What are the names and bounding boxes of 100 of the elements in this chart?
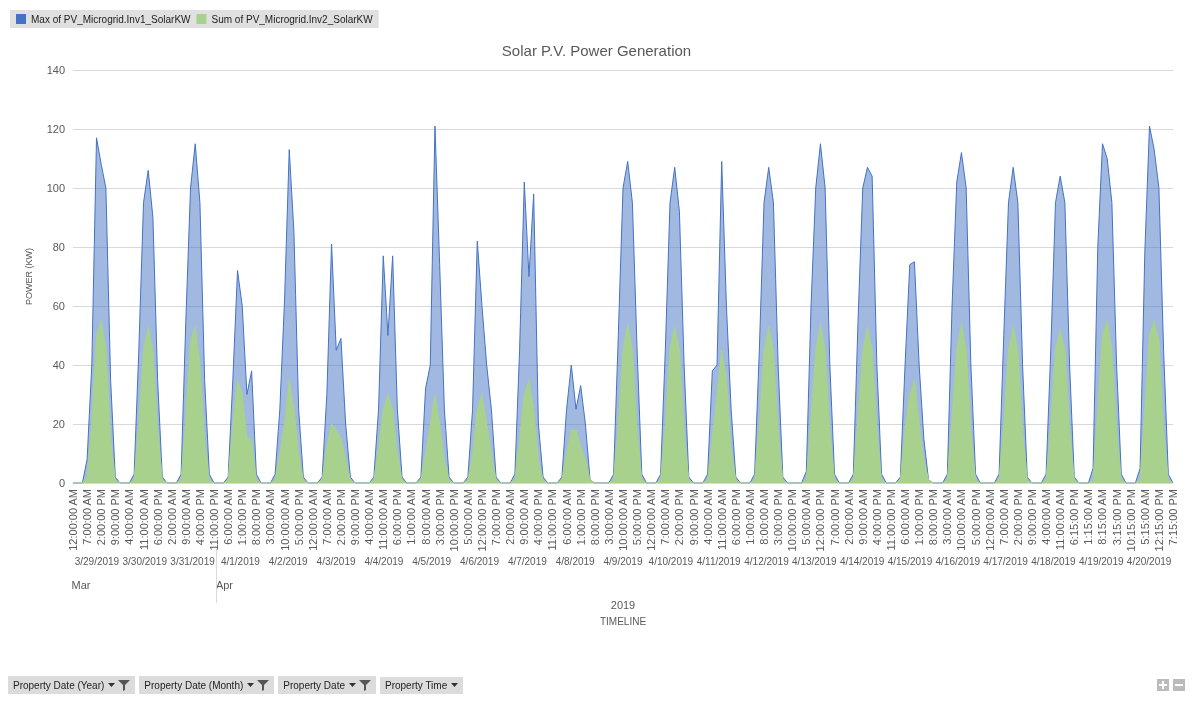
y-tick-label: 0 <box>58 477 65 489</box>
x-tick-label: 8:00:00 PM <box>250 489 263 546</box>
text: Property Date <box>283 679 345 691</box>
text: 4/14/2019 <box>839 555 885 567</box>
x-tick-label: 5:00:00 AM <box>800 489 813 545</box>
x-tick-label: 12:00:00 PM <box>475 489 488 552</box>
y-tick-label: 60 <box>52 300 65 312</box>
text: Mar <box>71 579 91 591</box>
y-tick-label: 20 <box>52 418 65 430</box>
x-tick-label: 10:00:00 AM <box>278 489 291 551</box>
text: 4/5/2019 <box>412 555 452 567</box>
text: 4/1/2019 <box>220 555 261 567</box>
x-tick-label: 8:00:00 AM <box>758 489 771 545</box>
text: 4/17/2019 <box>983 555 1029 567</box>
x-tick-label: 7:00:00 AM <box>320 489 333 545</box>
x-tick-label: 1:00:00 PM <box>236 489 249 546</box>
x-tick-label: 3:00:00 AM <box>602 489 615 545</box>
text: 3/30/2019 <box>122 555 168 567</box>
x-tick-label: 3:00:00 PM <box>433 489 446 546</box>
x-tick-label: 12:00:00 AM <box>67 489 79 551</box>
text: Apr <box>215 579 234 591</box>
text: 4/18/2019 <box>1031 555 1077 567</box>
text: 4/4/2019 <box>364 555 404 567</box>
x-tick-label: 6:00:00 PM <box>729 489 742 546</box>
y-tick-label: 40 <box>52 359 65 371</box>
x-tick-label: 11:00:00 AM <box>377 489 390 550</box>
x-tick-label: 9:00:00 AM <box>179 489 192 545</box>
text: Property Time <box>384 679 448 691</box>
x-tick-label: 10:15:00 PM <box>1124 489 1137 552</box>
legend-label: Max of PV_Microgrid.Inv1_SolarKW <box>31 13 192 25</box>
x-tick-label: 4:00:00 PM <box>193 489 206 546</box>
x-tick-label: 2:00:00 AM <box>842 489 855 545</box>
x-tick-label: 12:00:00 AM <box>306 489 319 551</box>
text: 3/31/2019 <box>170 555 216 567</box>
x-tick-label: 12:00:00 PM <box>814 489 827 552</box>
x-tick-label: 6:00:00 PM <box>391 489 404 546</box>
y-tick-label: 80 <box>52 241 65 253</box>
text: 4/15/2019 <box>887 555 933 567</box>
text: 2019 <box>610 599 636 611</box>
x-tick-label: 10:00:00 AM <box>955 489 968 551</box>
x-tick-label: 3:00:00 AM <box>941 489 954 545</box>
x-tick-label: 5:00:00 PM <box>969 489 982 546</box>
x-tick-label: 2:00:00 PM <box>1011 489 1024 546</box>
x-tick-label: 7:15:00 PM <box>1167 489 1179 546</box>
x-tick-label: 7:00:00 PM <box>490 489 503 546</box>
text: 4/2/2019 <box>268 555 309 567</box>
text: 4/20/2019 <box>1126 555 1172 567</box>
x-tick-label: 12:15:00 PM <box>1152 489 1165 552</box>
text: Property Date (Year) <box>13 679 105 691</box>
x-tick-label: 6:00:00 AM <box>899 489 912 545</box>
x-tick-label: 8:15:00 AM <box>1096 489 1109 545</box>
x-tick-label: 9:00:00 PM <box>1025 489 1038 546</box>
text: 4/10/2019 <box>648 555 694 567</box>
x-tick-label: 7:00:00 AM <box>659 489 672 545</box>
x-tick-label: 6:00:00 AM <box>560 489 573 545</box>
x-tick-label: 3:00:00 AM <box>264 489 277 545</box>
text: 4/16/2019 <box>935 555 981 567</box>
text: 4/9/2019 <box>603 555 643 567</box>
text: TIMELINE <box>599 615 647 627</box>
text: 4/11/2019 <box>696 555 741 567</box>
x-tick-label: 9:00:00 PM <box>687 489 700 546</box>
x-tick-label: 1:00:00 AM <box>743 489 756 545</box>
y-axis-title: POWER (KW) <box>23 248 34 305</box>
x-tick-label: 1:00:00 AM <box>405 489 418 545</box>
y-tick-label: 120 <box>46 123 65 135</box>
text: 4/8/2019 <box>555 555 596 567</box>
x-tick-label: 8:00:00 PM <box>588 489 601 546</box>
x-tick-label: 7:00:00 PM <box>828 489 841 546</box>
x-tick-label: 11:00:00 AM <box>715 489 728 550</box>
x-tick-label: 5:15:00 AM <box>1138 489 1151 545</box>
x-tick-label: 3:15:00 PM <box>1110 489 1123 546</box>
x-tick-label: 11:00:00 AM <box>1054 489 1067 550</box>
x-tick-label: 9:00:00 PM <box>349 489 362 546</box>
text: 4/3/2019 <box>316 555 356 567</box>
x-tick-label: 12:00:00 AM <box>645 489 658 551</box>
x-tick-label: 10:00:00 PM <box>447 489 460 552</box>
x-tick-label: 6:00:00 AM <box>222 489 235 545</box>
x-tick-label: 11:00:00 PM <box>208 489 221 551</box>
x-tick-label: 2:00:00 PM <box>334 489 347 546</box>
x-tick-label: 5:00:00 PM <box>631 489 644 546</box>
text: 4/19/2019 <box>1079 555 1124 567</box>
x-tick-label: 2:00:00 AM <box>165 489 178 545</box>
x-tick-label: 11:00:00 PM <box>546 489 559 551</box>
x-tick-label: 3:00:00 PM <box>772 489 785 546</box>
x-tick-label: 6:00:00 PM <box>151 489 164 546</box>
x-tick-label: 11:00:00 PM <box>884 489 897 551</box>
text: 4/6/2019 <box>460 555 500 567</box>
legend-label: Sum of PV_Microgrid.Inv2_SolarKW <box>211 13 374 25</box>
x-tick-label: 1:15:00 AM <box>1082 489 1095 545</box>
x-tick-label: 7:00:00 AM <box>997 489 1010 545</box>
x-tick-label: 2:00:00 PM <box>95 489 108 546</box>
x-tick-label: 1:00:00 PM <box>913 489 926 546</box>
x-tick-label: 4:00:00 AM <box>363 489 376 545</box>
x-tick-label: 11:00:00 AM <box>137 489 150 550</box>
x-tick-label: 9:00:00 AM <box>856 489 869 545</box>
text: 4/13/2019 <box>792 555 837 567</box>
x-tick-label: 9:00:00 PM <box>109 489 122 546</box>
x-tick-label: 6:15:00 PM <box>1068 489 1081 546</box>
x-tick-label: 9:00:00 AM <box>518 489 531 545</box>
x-tick-label: 1:00:00 PM <box>574 489 587 546</box>
